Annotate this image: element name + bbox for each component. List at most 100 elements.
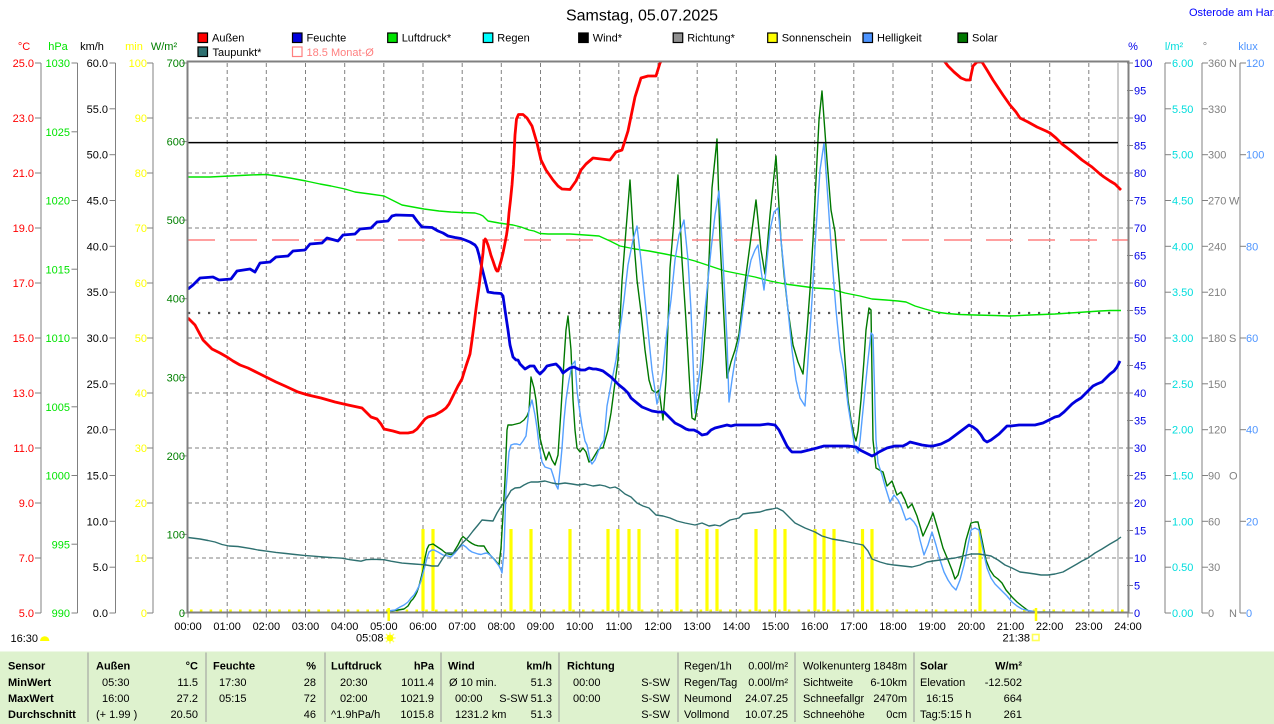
svg-text:5.0: 5.0 (93, 562, 108, 574)
svg-text:km/h: km/h (80, 41, 104, 53)
svg-text:21.0: 21.0 (13, 168, 34, 180)
svg-text:995: 995 (52, 539, 70, 551)
svg-text:15: 15 (1134, 526, 1146, 538)
svg-text:1015.8: 1015.8 (400, 709, 434, 721)
svg-text:Schneefallgr: Schneefallgr (803, 693, 864, 705)
svg-text:120: 120 (1208, 425, 1226, 437)
svg-text:20:30: 20:30 (340, 677, 368, 689)
svg-text:50.0: 50.0 (87, 150, 108, 162)
svg-text:23:00: 23:00 (1075, 621, 1103, 633)
svg-text:4.00: 4.00 (1172, 241, 1193, 253)
svg-text:hPa: hPa (48, 41, 68, 53)
svg-text:09:00: 09:00 (527, 621, 555, 633)
svg-text:17:00: 17:00 (840, 621, 868, 633)
svg-text:51.3: 51.3 (531, 709, 552, 721)
svg-text:Sichtweite: Sichtweite (803, 677, 853, 689)
svg-text:hPa: hPa (414, 661, 435, 673)
svg-text:0: 0 (141, 608, 147, 620)
svg-text:11.0: 11.0 (13, 443, 34, 455)
svg-text:10.0: 10.0 (87, 516, 108, 528)
svg-text:45: 45 (1134, 361, 1146, 373)
svg-text:Tag:5:15 h: Tag:5:15 h (920, 709, 971, 721)
svg-text:20: 20 (135, 498, 147, 510)
svg-text:Elevation: Elevation (920, 677, 965, 689)
svg-text:50: 50 (1134, 333, 1146, 345)
svg-text:30: 30 (1134, 443, 1146, 455)
svg-text:21:00: 21:00 (997, 621, 1025, 633)
svg-text:00:00: 00:00 (455, 693, 483, 705)
svg-text:200: 200 (167, 451, 185, 463)
svg-text:0.50: 0.50 (1172, 562, 1193, 574)
svg-text:40: 40 (1246, 425, 1258, 437)
svg-text:90: 90 (135, 113, 147, 125)
svg-text:72: 72 (304, 693, 316, 705)
svg-text:21:38: 21:38 (1002, 633, 1030, 645)
svg-text:30.0: 30.0 (87, 333, 108, 345)
svg-text:85: 85 (1134, 141, 1146, 153)
svg-text:1010: 1010 (46, 333, 70, 345)
svg-text:Solar: Solar (972, 33, 998, 45)
svg-text:°: ° (1203, 41, 1207, 53)
svg-text:90: 90 (1208, 471, 1220, 483)
svg-text:95: 95 (1134, 86, 1146, 98)
svg-text:300: 300 (1208, 150, 1226, 162)
svg-text:75: 75 (1134, 196, 1146, 208)
svg-text:Außen: Außen (212, 33, 244, 45)
svg-text:Außen: Außen (96, 661, 131, 673)
svg-text:1020: 1020 (46, 196, 70, 208)
svg-text:15.0: 15.0 (87, 471, 108, 483)
svg-text:S: S (1229, 333, 1236, 345)
svg-text:100: 100 (1134, 58, 1152, 70)
svg-text:25.0: 25.0 (87, 379, 108, 391)
svg-text:15.0: 15.0 (13, 333, 34, 345)
svg-text:Sensor: Sensor (8, 661, 46, 673)
svg-text:12:00: 12:00 (644, 621, 672, 633)
svg-text:°C: °C (18, 41, 30, 53)
svg-text:MinWert: MinWert (8, 677, 52, 689)
svg-text:9.0: 9.0 (19, 498, 34, 510)
svg-text:W: W (1229, 196, 1240, 208)
svg-text:2.50: 2.50 (1172, 379, 1193, 391)
svg-text:0.00l/m²: 0.00l/m² (748, 677, 788, 689)
svg-text:300: 300 (167, 372, 185, 384)
svg-text:05:30: 05:30 (102, 677, 130, 689)
svg-text:15:00: 15:00 (762, 621, 790, 633)
svg-text:1015: 1015 (46, 264, 70, 276)
svg-text:40: 40 (1134, 388, 1146, 400)
svg-text:22:00: 22:00 (1036, 621, 1064, 633)
svg-text:0.0: 0.0 (93, 608, 108, 620)
svg-text:13.0: 13.0 (13, 388, 34, 400)
svg-text:Osterode am Harz: Osterode am Harz (1189, 7, 1274, 19)
svg-text:17.0: 17.0 (13, 278, 34, 290)
svg-text:Luftdruck*: Luftdruck* (402, 33, 452, 45)
svg-text:S-SW: S-SW (641, 677, 670, 689)
svg-text:(+ 1.99 ): (+ 1.99 ) (96, 709, 137, 721)
svg-text:60: 60 (1208, 516, 1220, 528)
svg-text:25.0: 25.0 (13, 58, 34, 70)
svg-text:1000: 1000 (46, 471, 70, 483)
svg-text:45.0: 45.0 (87, 196, 108, 208)
svg-text:14:00: 14:00 (723, 621, 751, 633)
svg-text:600: 600 (167, 137, 185, 149)
svg-text:20: 20 (1246, 516, 1258, 528)
svg-text:%: % (1128, 41, 1138, 53)
svg-text:^1.9hPa/h: ^1.9hPa/h (331, 709, 380, 721)
svg-text:50: 50 (135, 333, 147, 345)
svg-text:13:00: 13:00 (683, 621, 711, 633)
svg-text:700: 700 (167, 58, 185, 70)
svg-text:2470m: 2470m (873, 693, 907, 705)
svg-text:1011.4: 1011.4 (401, 677, 434, 689)
svg-text:04:00: 04:00 (331, 621, 359, 633)
svg-text:23.0: 23.0 (13, 113, 34, 125)
svg-text:1030: 1030 (46, 58, 70, 70)
svg-text:Vollmond: Vollmond (684, 709, 729, 721)
svg-text:1005: 1005 (46, 402, 70, 414)
svg-text:Regen/1h: Regen/1h (684, 661, 732, 673)
svg-text:19:00: 19:00 (918, 621, 946, 633)
svg-text:270: 270 (1208, 196, 1226, 208)
svg-text:Wolkenunterg: Wolkenunterg (803, 661, 871, 673)
svg-text:55.0: 55.0 (87, 104, 108, 116)
svg-text:60: 60 (135, 278, 147, 290)
svg-text:18.5 Monat-Ø: 18.5 Monat-Ø (307, 47, 375, 59)
svg-text:S-SW: S-SW (499, 693, 528, 705)
